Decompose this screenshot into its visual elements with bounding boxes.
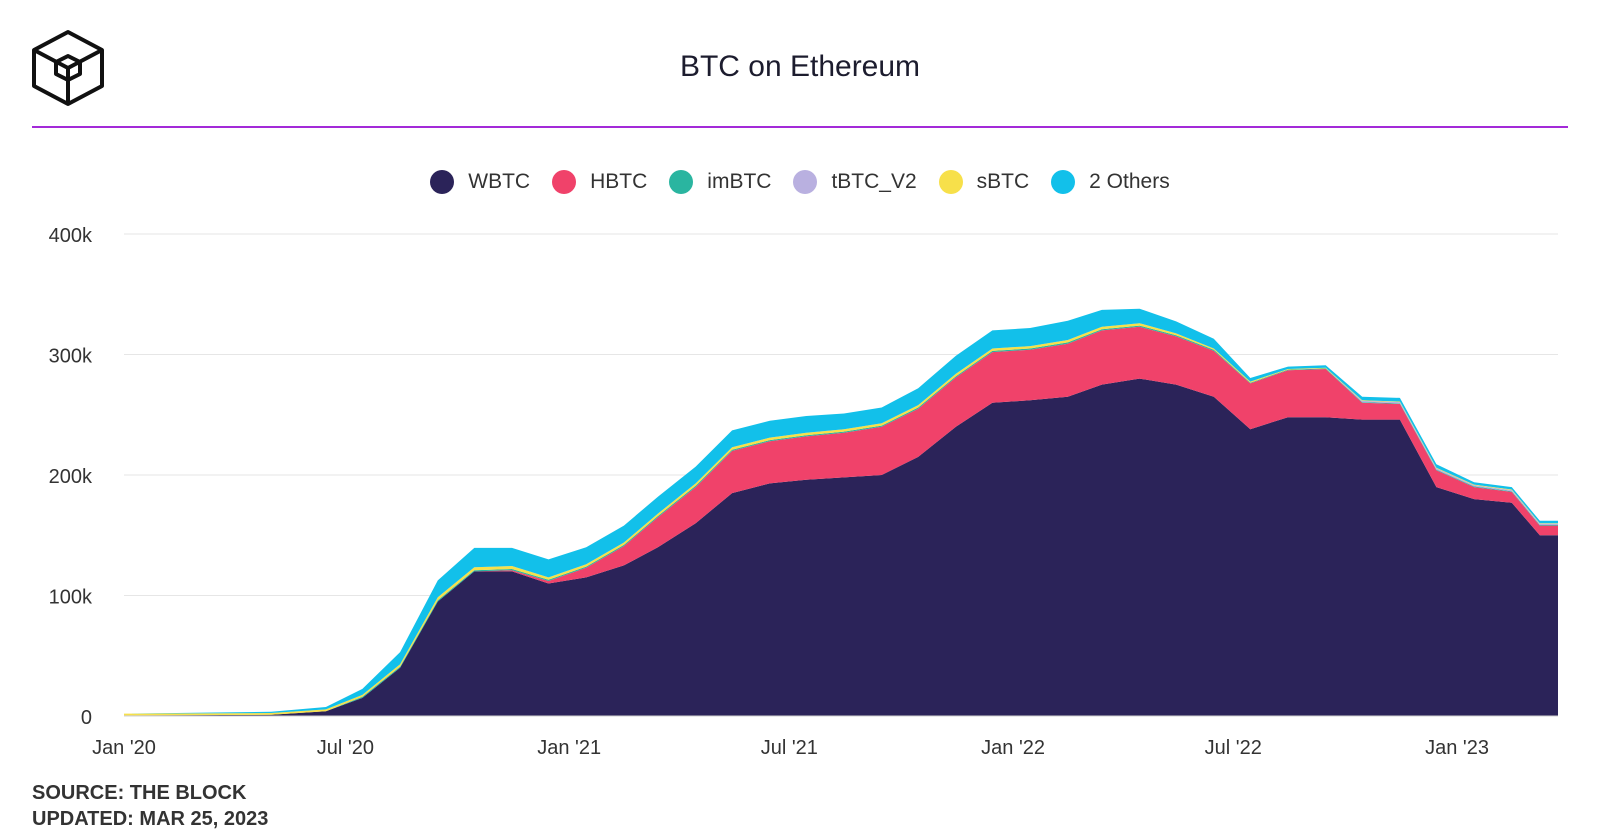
x-tick-label: Jan '22 [981,737,1045,759]
legend-label: HBTC [590,170,648,193]
x-tick-label: Jul '21 [761,737,818,759]
legend-swatch [1051,170,1076,194]
chart-title: BTC on Ethereum [679,50,921,83]
legend-item[interactable]: tBTC_V2 [793,170,917,194]
legend-item[interactable]: 2 Others [1051,170,1170,194]
legend-item[interactable]: sBTC [938,170,1030,194]
y-tick-label: 0 [81,707,92,729]
source-line: SOURCE: THE BLOCK [32,782,247,804]
y-tick-label: 300k [49,346,93,368]
area-series-wbtc [124,378,1558,716]
legend-swatch [430,170,455,194]
y-axis-ticks: 0 100k 200k 300k 400k [49,225,93,729]
title-divider [32,126,1568,128]
x-tick-label: Jan '20 [92,737,156,759]
y-tick-label: 200k [49,466,93,488]
legend-label: tBTC_V2 [831,170,917,193]
the-block-cube-icon [32,30,104,106]
legend-item[interactable]: imBTC [669,170,771,194]
x-tick-label: Jul '20 [317,737,374,759]
x-tick-label: Jan '21 [537,737,601,759]
legend-swatch [669,170,694,194]
legend-label: imBTC [707,170,772,193]
y-tick-label: 400k [49,225,93,247]
x-axis-ticks: Jan '20 Jul '20 Jan '21 Jul '21 Jan '22 Jul '… [92,737,1489,759]
legend-swatch [793,170,818,194]
updated-line: UPDATED: MAR 25, 2023 [32,808,269,830]
x-tick-label: Jul '22 [1205,737,1262,759]
legend-swatch [938,170,963,194]
x-tick-label: Jan '23 [1425,737,1489,759]
chart-legend: WBTC HBTC imBTC tBTC_V2 sBTC 2 Others [0,170,1600,194]
legend-item[interactable]: WBTC [430,170,530,194]
y-tick-label: 100k [49,587,93,609]
source-note: SOURCE: THE BLOCK UPDATED: MAR 25, 2023 [32,780,268,832]
legend-label: 2 Others [1089,170,1170,193]
legend-label: WBTC [468,170,531,193]
legend-item[interactable]: HBTC [552,170,647,194]
legend-swatch [552,170,577,194]
stacked-areas [124,308,1558,717]
legend-label: sBTC [976,170,1030,193]
